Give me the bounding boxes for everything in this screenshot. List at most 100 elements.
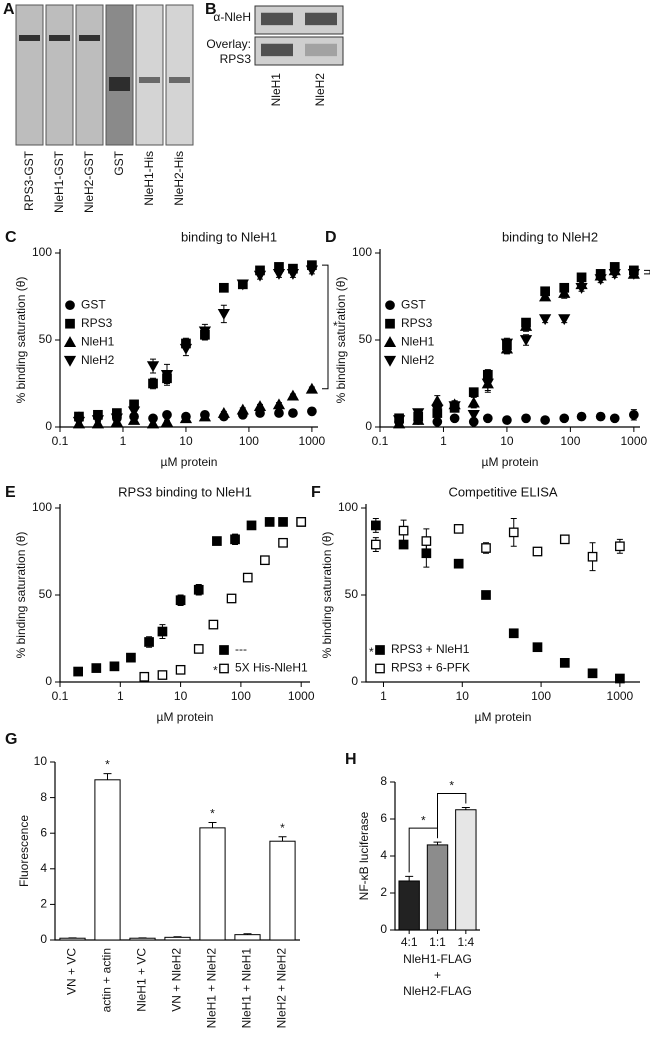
chart-title: binding to NleH2 [502,229,598,244]
x-tick-label: 0.1 [52,434,69,448]
point [139,671,150,682]
x-tick-label: 100 [531,689,551,703]
point [481,543,491,553]
bar [269,840,296,941]
point [370,520,381,531]
point [219,282,229,293]
point [392,415,406,427]
blot-lane [135,4,164,146]
point [144,637,154,647]
point [448,401,461,413]
chart-title: RPS3 binding to NleH1 [118,484,252,499]
point [559,534,570,545]
error-bar [173,936,182,938]
y-axis-label: % binding saturation (θ) [14,532,28,659]
point [160,369,174,381]
x-tick-label: 1:4 [457,935,474,949]
legend-label: RPS3 + 6-PFK [391,661,470,675]
point [272,398,286,410]
blot-band [139,77,160,83]
point [467,396,480,408]
panel-label: E [5,484,16,501]
y-tick-label: 50 [39,332,53,346]
legend-label: NleH2 [81,353,115,367]
x-axis-label: µM protein [475,710,532,724]
point [126,652,136,663]
point [453,524,464,534]
point [559,658,570,668]
error-bar [243,933,252,935]
legend-label: 5X His-NleH1 [235,661,308,675]
x-tick-label: 10 [179,434,193,448]
x-axis-label: NleH2-FLAG [403,984,472,998]
blot-band [79,35,100,41]
x-tick-label: 100 [239,434,259,448]
point [609,413,620,424]
legend-label: RPS3 + NleH1 [391,642,470,656]
point [253,270,267,282]
point [532,642,543,653]
error-bar [103,773,112,780]
x-tick-label: NleH1 + VC [135,948,149,1012]
point [370,539,381,550]
point [91,415,105,427]
x-tick-label: NleH1 + NleH2 [205,948,219,1029]
point [532,546,543,557]
point [412,408,425,420]
significance-label: * [210,807,215,821]
bar [199,827,226,941]
point [246,520,257,531]
blot-band [19,35,40,41]
x-axis-label: µM protein [161,455,218,469]
x-tick-label: 0.1 [372,434,389,448]
point [307,406,317,417]
point [398,525,409,536]
y-axis-label: % binding saturation (θ) [320,532,334,659]
point [539,314,552,326]
point [305,382,319,394]
legend-label: NleH2 [401,353,435,367]
panel-label: C [5,229,17,246]
legend-marker [65,318,75,329]
x-tick-label: NleH2 + NleH2 [275,948,289,1029]
bar [164,936,191,941]
point [481,590,491,600]
point [286,389,300,401]
axes [59,504,310,683]
y-tick-label: 2 [40,897,47,911]
chart-title: binding to NleH1 [181,229,277,244]
error-bar [461,807,470,810]
error-bar [405,875,414,881]
bar [59,937,86,941]
bar [426,844,449,931]
point [272,269,286,280]
blot-lane [105,4,134,146]
x-tick-label: 1000 [620,434,647,448]
x-tick-label: 1 [120,434,127,448]
point [193,644,204,654]
x-axis-label: + [434,968,441,982]
panel-label: B [205,1,217,18]
x-tick-label: actin + actin [100,948,114,1012]
x-tick-label: 1:1 [429,935,446,949]
significance-label: * [333,319,338,333]
point [431,404,444,416]
blot-lane [15,4,44,146]
point [482,413,493,424]
x-axis-label: NleH1-FLAG [403,952,472,966]
y-tick-label: 0 [45,674,52,688]
point [230,534,240,545]
point [502,415,512,425]
legend-label: NleH1 [81,334,115,348]
blot-band [305,43,337,57]
y-tick-label: 0 [40,932,47,946]
panel-label: F [311,484,321,501]
y-tick-label: 50 [345,587,359,601]
point [198,326,212,338]
legend-marker [383,355,397,367]
point [587,668,598,679]
point [236,279,249,291]
point [519,320,533,331]
axes [54,762,300,941]
